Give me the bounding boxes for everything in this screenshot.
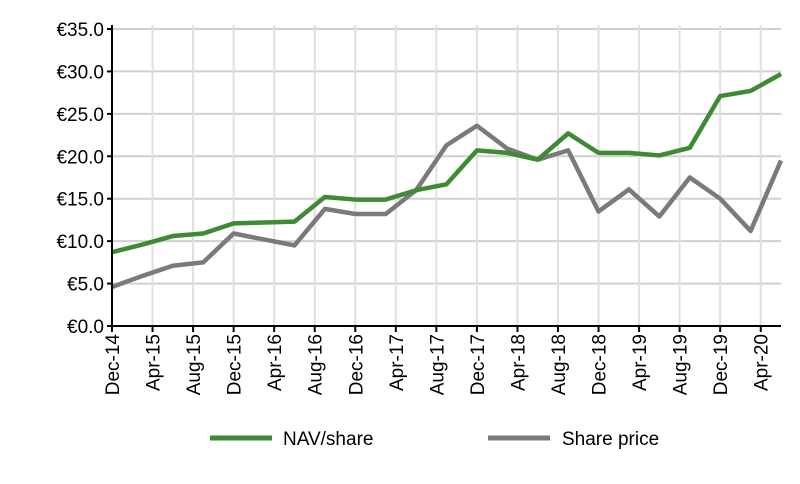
- y-tick-label: €35.0: [56, 20, 104, 41]
- x-tick-label: Dec-15: [225, 334, 246, 395]
- x-tick-label: Dec-14: [103, 334, 124, 396]
- series-line-nav-share: [112, 74, 781, 252]
- legend-label-share-price: Share price: [562, 429, 659, 450]
- x-tick-label: Aug-16: [306, 334, 327, 395]
- y-tick-label: €20.0: [56, 147, 104, 168]
- x-tick-label: Apr-17: [387, 334, 408, 391]
- y-tick-label: €25.0: [56, 105, 104, 126]
- x-tick-label: Dec-16: [346, 334, 367, 395]
- y-tick-label: €5.0: [67, 275, 104, 296]
- x-tick-label: Aug-15: [184, 334, 205, 395]
- legend: NAV/share Share price: [210, 429, 659, 450]
- x-tick-label: Apr-18: [508, 334, 529, 391]
- y-tick-label: €0.0: [67, 317, 104, 338]
- x-tick-label: Apr-16: [265, 334, 286, 391]
- y-tick-label: €10.0: [56, 232, 104, 253]
- x-tick-label: Dec-17: [468, 334, 489, 395]
- legend-label-nav: NAV/share: [283, 429, 373, 450]
- x-tick-label: Aug-19: [671, 334, 692, 395]
- x-tick-label: Dec-19: [711, 334, 732, 395]
- y-tick-label: €30.0: [56, 62, 104, 83]
- x-tick-label: Aug-18: [549, 334, 570, 395]
- x-tick-label: Apr-19: [630, 334, 651, 391]
- x-tick-label: Aug-17: [427, 334, 448, 395]
- x-tick-label: Apr-20: [752, 334, 773, 391]
- x-tick-label: Dec-18: [590, 334, 611, 395]
- x-tick-label: Apr-15: [144, 334, 165, 391]
- y-tick-label: €15.0: [56, 190, 104, 211]
